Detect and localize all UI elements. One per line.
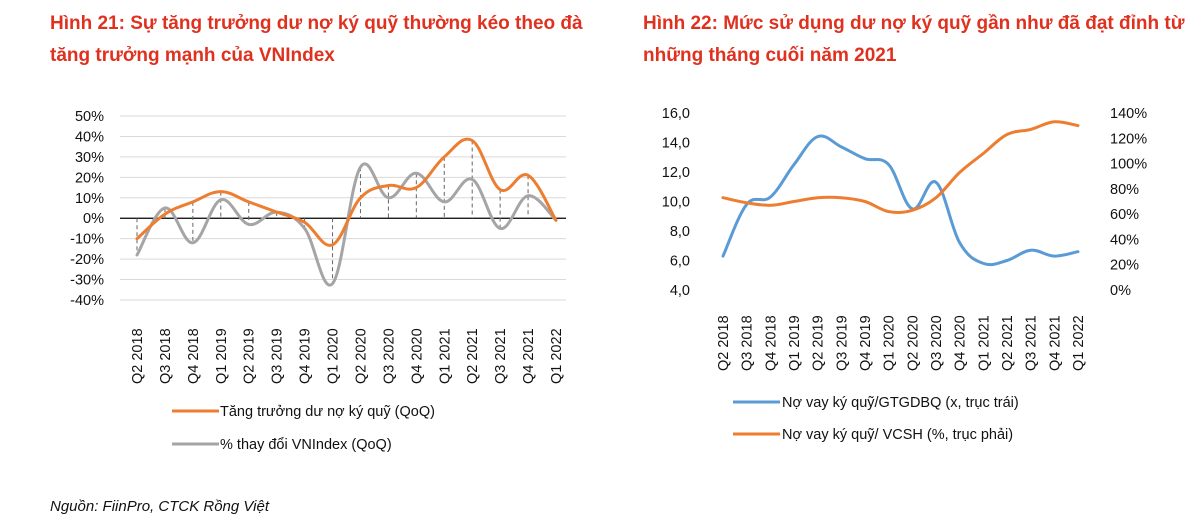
y-right-tick-label: 140% <box>1110 106 1147 122</box>
x-tick-label: Q3 2020 <box>929 315 945 371</box>
x-tick-label: Q3 2019 <box>834 315 850 371</box>
y-right-tick-label: 20% <box>1110 258 1139 274</box>
y-left-tick-label: 10,0 <box>662 195 690 211</box>
legend-vnindex-change-label: % thay đổi VNIndex (QoQ) <box>220 437 392 453</box>
x-tick-label: Q3 2020 <box>381 328 397 384</box>
x-tick-label: Q3 2019 <box>270 328 286 384</box>
y-tick-label: -20% <box>70 252 104 268</box>
y-left-tick-label: 14,0 <box>662 136 690 152</box>
y-right-tick-label: 120% <box>1110 131 1147 147</box>
x-tick-label: Q4 2019 <box>858 315 874 371</box>
y-right-tick-label: 100% <box>1110 157 1147 173</box>
y-tick-label: 0% <box>83 211 104 227</box>
x-tick-label: Q3 2021 <box>493 328 509 384</box>
y-tick-label: 10% <box>75 191 104 207</box>
x-tick-label: Q1 2021 <box>976 315 992 371</box>
legend-margin-growth-label: Tăng trưởng dư nợ ký quỹ (QoQ) <box>220 404 435 420</box>
x-tick-label: Q2 2021 <box>465 328 481 384</box>
y-right-tick-label: 40% <box>1110 232 1139 248</box>
legend-margin-to-equity-label: Nợ vay ký quỹ/ VCSH (%, trục phải) <box>782 427 1013 443</box>
x-tick-label: Q4 2018 <box>186 328 202 384</box>
margin-growth-line <box>135 137 558 247</box>
x-tick-label: Q1 2019 <box>214 328 230 384</box>
x-tick-label: Q3 2018 <box>740 315 756 371</box>
y-right-tick-label: 60% <box>1110 207 1139 223</box>
x-tick-label: Q2 2019 <box>811 315 827 371</box>
vnindex-change-line <box>135 162 558 287</box>
margin-debt-usage-chart: 16,0 14,0 12,0 10,0 8,0 6,0 4,0 140% 120% 100% 80%… <box>662 106 1147 443</box>
x-tick-label: Q4 2018 <box>763 315 779 371</box>
x-tick-label: Q2 2020 <box>353 328 369 384</box>
y-tick-label: 50% <box>75 109 104 125</box>
x-tick-label: Q1 2021 <box>437 328 453 384</box>
y-left-tick-label: 16,0 <box>662 106 690 122</box>
y-right-tick-label: 0% <box>1110 283 1131 299</box>
x-tick-label: Q3 2021 <box>1024 315 1040 371</box>
y-tick-label: -40% <box>70 293 104 309</box>
x-tick-label: Q3 2018 <box>158 328 174 384</box>
x-tick-label: Q2 2021 <box>1000 315 1016 371</box>
x-tick-label: Q4 2020 <box>409 328 425 384</box>
y-tick-label: -30% <box>70 273 104 289</box>
x-tick-label: Q2 2020 <box>905 315 921 371</box>
x-tick-label: Q1 2020 <box>326 328 342 384</box>
x-tick-label: Q4 2021 <box>1047 315 1063 371</box>
x-tick-label: Q2 2018 <box>716 315 732 371</box>
x-tick-label: Q4 2020 <box>953 315 969 371</box>
x-tick-label: Q1 2022 <box>549 328 565 384</box>
y-right-tick-label: 80% <box>1110 182 1139 198</box>
y-left-tick-label: 6,0 <box>670 254 690 270</box>
y-left-tick-label: 8,0 <box>670 224 690 240</box>
margin-growth-vs-vnindex-chart: 50% 40% 30% 20% 10% 0% -10% -20% -30% -40% Q2 2018… <box>70 109 566 453</box>
figure-21-title: Hình 21: Sự tăng trưởng dư nợ ký quỹ thư… <box>50 13 583 66</box>
x-tick-label: Q2 2018 <box>130 328 146 384</box>
margin-to-equity-line <box>721 120 1080 215</box>
margin-to-trading-value-line <box>721 134 1080 267</box>
y-tick-label: 20% <box>75 170 104 186</box>
y-left-tick-label: 4,0 <box>670 283 690 299</box>
y-tick-label: -10% <box>70 232 104 248</box>
x-tick-label: Q1 2019 <box>787 315 803 371</box>
figure-22-title: Hình 22: Mức sử dụng dư nợ ký quỹ gần nh… <box>643 13 1185 66</box>
legend-margin-to-trading-value-label: Nợ vay ký quỹ/GTGDBQ (x, trục trái) <box>782 395 1019 411</box>
x-tick-label: Q1 2022 <box>1071 315 1087 371</box>
source-note: Nguồn: FiinPro, CTCK Rồng Việt <box>50 498 269 515</box>
x-tick-label: Q4 2021 <box>521 328 537 384</box>
y-tick-label: 30% <box>75 150 104 166</box>
x-tick-label: Q2 2019 <box>242 328 258 384</box>
x-tick-label: Q4 2019 <box>298 328 314 384</box>
y-tick-label: 40% <box>75 129 104 145</box>
x-tick-label: Q1 2020 <box>882 315 898 371</box>
y-left-tick-label: 12,0 <box>662 165 690 181</box>
